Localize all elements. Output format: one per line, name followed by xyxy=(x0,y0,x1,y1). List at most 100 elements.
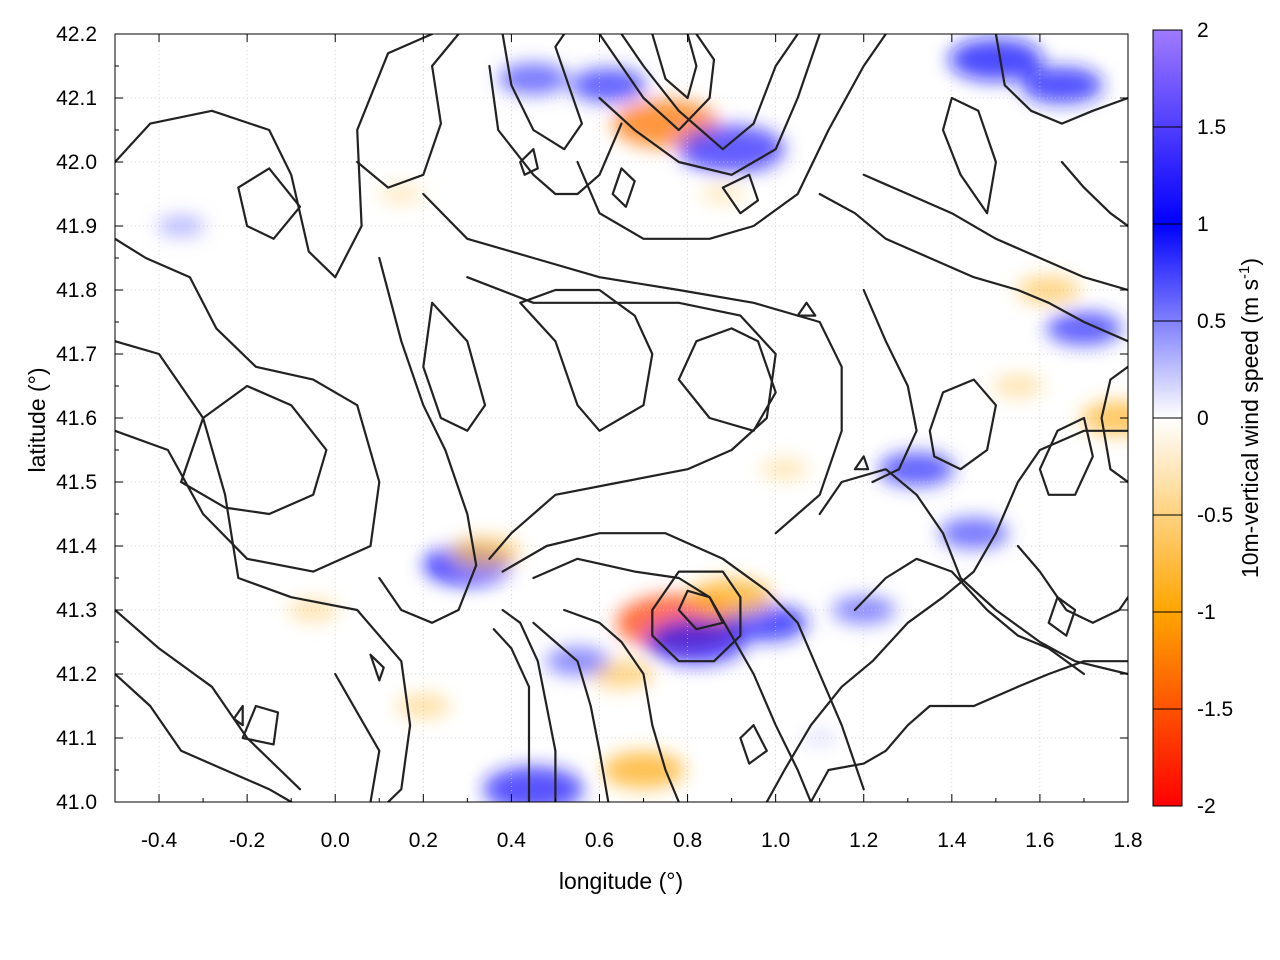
terrain-contour-line xyxy=(809,660,1128,802)
terrain-contour-line xyxy=(115,237,381,573)
terrain-contour-line xyxy=(115,672,293,802)
x-tick-label: -0.4 xyxy=(141,829,178,852)
colorbar-title-main: 10m-vertical wind speed (m s xyxy=(1237,279,1263,578)
terrain-contour-line xyxy=(356,34,460,189)
wind-field-patch xyxy=(378,183,424,205)
terrain-contour-line xyxy=(422,192,843,535)
wind-field-patch xyxy=(1017,275,1081,305)
terrain-contour-line xyxy=(237,167,302,240)
colorbar-tick-label: 0 xyxy=(1197,407,1209,430)
x-tick-label: 1.4 xyxy=(937,829,967,852)
y-tick-label: 41.7 xyxy=(56,343,97,366)
wind-field-patch xyxy=(948,38,1043,81)
terrain-contour-line xyxy=(492,628,531,802)
terrain-contour-line xyxy=(466,276,777,560)
terrain-contour-line xyxy=(1100,365,1128,484)
terrain-contour-line xyxy=(488,64,623,196)
terrain-contour-line xyxy=(532,621,610,802)
terrain-contour-line xyxy=(1038,416,1094,496)
terrain-contour-line xyxy=(115,340,412,802)
terrain-contour-line xyxy=(232,704,244,727)
y-tick-label: 41.6 xyxy=(56,407,97,430)
terrain-contour-line xyxy=(853,557,1086,676)
wind-field-patch xyxy=(760,458,809,481)
x-tick-label: -0.2 xyxy=(229,829,265,852)
terrain-contour-line xyxy=(115,34,434,279)
terrain-contour-line xyxy=(334,672,381,802)
terrain-contour-line xyxy=(519,288,654,432)
y-tick-label: 41.1 xyxy=(56,727,97,750)
wind-field-patch xyxy=(939,517,1009,549)
colorbar-title-exponent: -1 xyxy=(1236,266,1253,279)
x-tick-label: 0.4 xyxy=(497,829,527,852)
x-tick-label: 1.6 xyxy=(1025,829,1054,852)
terrain-contours xyxy=(115,34,1128,802)
wind-field-patch xyxy=(450,536,520,569)
terrain-contour-line xyxy=(941,96,997,215)
terrain-contour-line xyxy=(994,34,1128,125)
terrain-contour-line xyxy=(598,34,716,132)
terrain-contour-line xyxy=(862,288,918,484)
y-tick-label: 41.2 xyxy=(56,663,97,686)
wind-field-patch xyxy=(498,63,569,95)
terrain-contour-line xyxy=(651,34,698,100)
colorbar-tick-label: 1 xyxy=(1197,213,1209,236)
wind-field-patch xyxy=(700,183,746,205)
wind-field-patch xyxy=(570,68,647,103)
y-tick-label: 42.0 xyxy=(56,151,97,174)
terrain-contour-line xyxy=(651,570,742,663)
y-tick-label: 42.1 xyxy=(56,87,97,110)
colorbar-tick-label: -0.5 xyxy=(1197,504,1233,527)
terrain-contour-line xyxy=(611,167,636,208)
terrain-contour-line xyxy=(241,704,280,746)
y-tick-label: 41.8 xyxy=(56,279,97,302)
terrain-contour-line xyxy=(1047,596,1077,637)
y-tick-label: 41.9 xyxy=(56,215,97,238)
y-tick-label: 41.0 xyxy=(56,791,97,814)
terrain-contour-line xyxy=(721,173,760,215)
y-tick-label: 41.3 xyxy=(56,599,97,622)
terrain-contour-line xyxy=(576,34,887,240)
wind-field-patch xyxy=(992,374,1044,398)
terrain-contour-line xyxy=(928,378,997,471)
terrain-contour-line xyxy=(1060,160,1128,228)
y-tick-label: 41.4 xyxy=(56,535,97,558)
y-axis-ticks: 41.0 41.1 41.2 41.3 41.4 41.5 41.6 41.7 41.8 41.9… xyxy=(56,23,1128,814)
colorbar-title-close: ) xyxy=(1237,258,1263,266)
wind-field-patch xyxy=(678,125,785,174)
x-tick-label: 1.2 xyxy=(849,829,878,852)
terrain-contour-line xyxy=(501,608,557,802)
x-tick-label: 0.6 xyxy=(585,829,614,852)
colorbar-tick-label: 1.5 xyxy=(1197,116,1226,139)
terrain-contour-line xyxy=(677,327,777,432)
terrain-contour-line xyxy=(739,724,768,765)
colorbar-tick-label: -2 xyxy=(1197,795,1216,818)
terrain-contour-line xyxy=(180,384,328,516)
x-tick-label: 1.0 xyxy=(761,829,790,852)
terrain-contour-line xyxy=(115,608,302,791)
terrain-contour-line xyxy=(378,256,478,624)
terrain-contour-line xyxy=(598,34,821,176)
terrain-contour-line xyxy=(369,653,385,682)
terrain-contour-line xyxy=(765,429,1128,802)
wind-field-patch xyxy=(878,452,955,487)
colorbar-tick-label: 0.5 xyxy=(1197,310,1226,333)
terrain-contour-line xyxy=(519,148,539,176)
terrain-contour-line xyxy=(862,173,1128,292)
colorbar-tick-label: -1 xyxy=(1197,601,1216,624)
y-tick-label: 42.2 xyxy=(56,23,97,46)
terrain-contour-line xyxy=(563,608,680,802)
x-tick-label: 1.8 xyxy=(1113,829,1142,852)
terrain-contour-line xyxy=(818,468,1128,676)
terrain-contour-line xyxy=(422,301,487,432)
x-axis-ticks: -0.4 -0.2 0.0 0.2 0.4 0.6 0.8 1.0 1.2 1.4 1.6 1.8 xyxy=(141,34,1143,852)
wind-field-patch xyxy=(1081,400,1128,436)
wind-field-patch xyxy=(157,215,206,237)
wind-field-patch xyxy=(483,766,584,802)
wind-field-patch xyxy=(1021,66,1103,104)
y-tick-label: 41.5 xyxy=(56,471,97,494)
terrain-contour-line xyxy=(1016,544,1128,624)
colorbar-tick-label: -1.5 xyxy=(1197,698,1233,721)
wind-field-patch xyxy=(690,578,773,616)
